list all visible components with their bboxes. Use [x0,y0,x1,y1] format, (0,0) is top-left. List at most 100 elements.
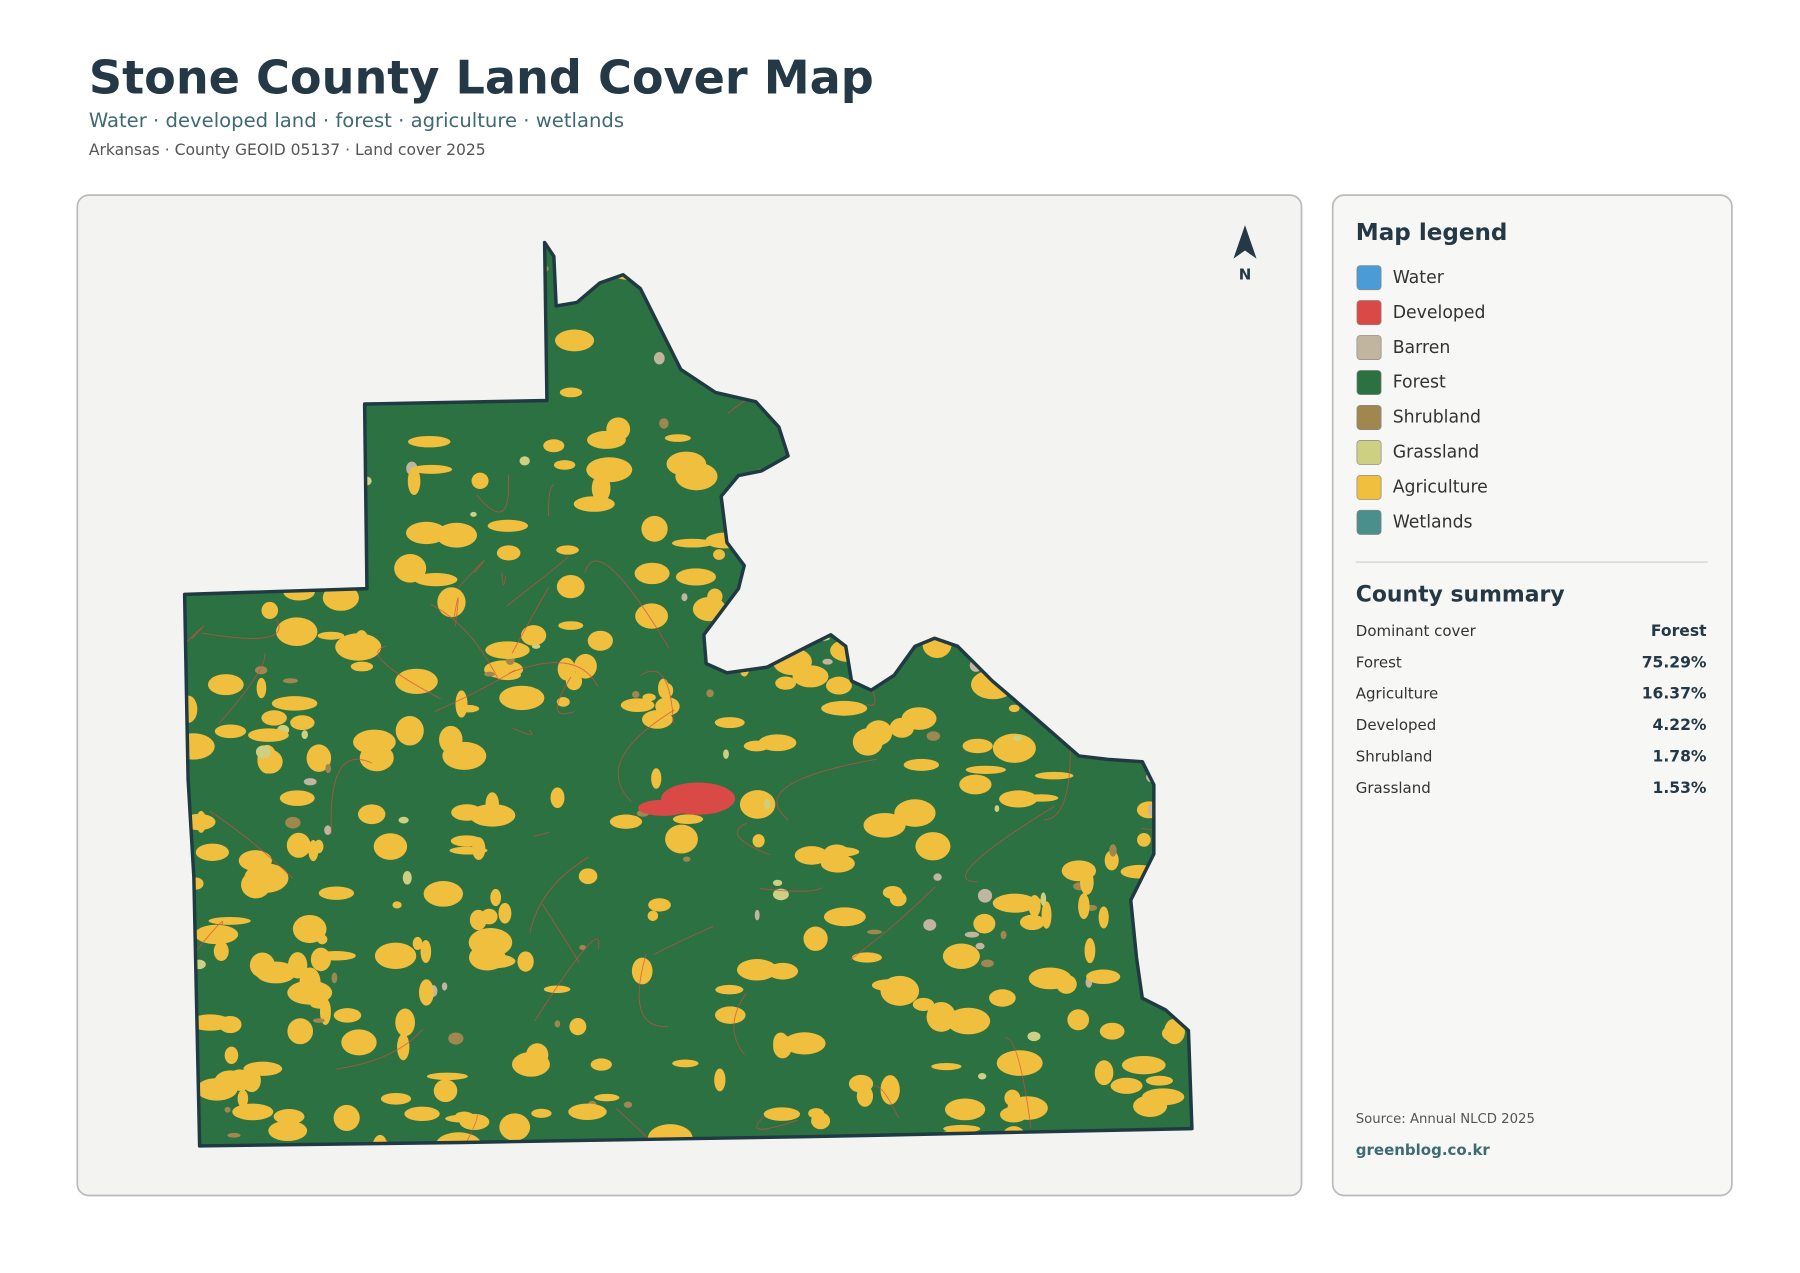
land-patch [675,462,718,491]
north-arrow [1233,225,1257,259]
land-patch [1034,771,1074,780]
land-patch [448,1032,464,1045]
land-patch [412,936,423,951]
land-patch [671,538,714,548]
land-patch [484,671,495,677]
land-patch [915,832,951,861]
land-patch [1008,704,1020,713]
land-patch [357,804,386,825]
land-patch [402,871,412,885]
land-patch [519,456,530,466]
land-patch [992,893,1038,913]
summary-label: Forest [1356,653,1402,671]
land-patch [457,704,480,713]
source: Source: Annual NLCD 2025 [1356,1112,1535,1127]
land-patch [977,888,993,903]
land-patch [414,573,458,587]
land-patch [1145,1075,1173,1086]
land-patch [373,833,408,860]
land-patch [651,768,662,789]
road [733,992,747,1055]
land-patch [1086,969,1121,985]
land-patch [933,873,942,881]
land-patch [471,472,489,489]
road [1043,736,1071,821]
land-patch [285,816,301,829]
land-patch [1161,1025,1182,1042]
land-patch [977,1073,987,1080]
north-label: N [1239,265,1252,283]
land-patch [713,549,726,560]
land-patch [418,979,434,1006]
land-patch [485,641,530,659]
land-patch [290,715,315,731]
land-patch [350,661,374,672]
land-patch [594,1093,620,1102]
land-patch [279,790,315,806]
land-patch [665,824,698,854]
land-patch [1012,735,1022,742]
land-patch [308,840,319,862]
summary-rows: Dominant cover Forest Forest 75.29% Agricult… [1356,622,1707,797]
land-patch [189,1014,232,1031]
land-patch [772,888,789,901]
land-patch [634,562,670,585]
land-patch [752,834,765,848]
legend-swatch [1356,509,1382,535]
land-patch [1137,833,1151,847]
road [965,805,1055,883]
road [209,810,293,879]
land-patch [255,961,297,984]
summary-label: Shrubland [1356,747,1433,765]
land-patch [232,1103,274,1121]
land-patch [659,418,669,429]
land-patch [555,329,595,352]
land-patch [556,545,579,555]
land-patch [553,460,576,470]
land-patch [442,741,487,770]
road [874,1085,900,1119]
land-patch [543,985,571,994]
land-patch [894,799,936,827]
land-patch [498,902,512,924]
land-patch [681,593,688,602]
land-patch [195,843,230,861]
land-patch [723,749,729,759]
site-link: greenblog.co.kr [1356,1141,1491,1159]
land-patch [1061,860,1097,882]
land-patch [490,888,502,907]
land-patch [301,730,308,740]
land-patch [395,715,424,746]
land-patch [1094,1060,1114,1086]
land-patch [714,717,745,729]
land-patch [268,1120,308,1142]
land-patch [194,924,239,945]
land-patch [1109,844,1117,857]
land-patch [931,1062,962,1071]
land-patch [485,792,499,816]
land-patch [743,740,770,752]
legend-label: Wetlands [1393,513,1473,533]
land-patch [568,1103,607,1120]
road [330,758,373,835]
land-patch [943,1124,981,1133]
land-patch [335,633,382,661]
land-patch [632,690,640,698]
land-patch [455,690,468,718]
land-patch [394,554,427,583]
land-patch [803,926,828,951]
land-patch [248,728,289,742]
road [201,619,280,639]
land-patch [783,1032,826,1055]
land-patch [664,434,691,442]
land-patch [773,1034,793,1059]
road [776,758,877,821]
land-patch [261,710,287,726]
land-patch [763,1107,801,1121]
land-patch [517,951,534,972]
land-patch [675,568,717,586]
land-patch [715,1006,746,1024]
land-patch [871,979,906,992]
land-patch [736,959,777,981]
land-patch [244,863,289,893]
